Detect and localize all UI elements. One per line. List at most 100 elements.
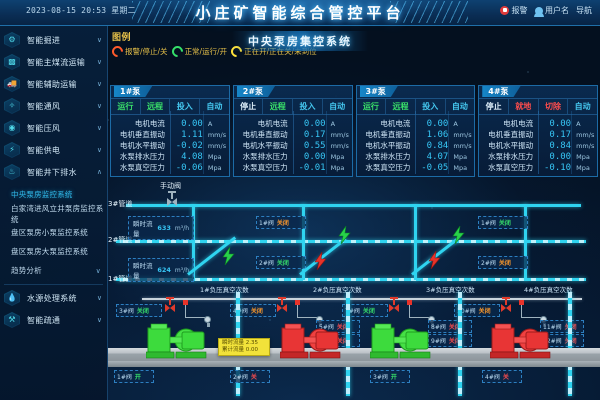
sidebar-item-4[interactable]: ◉ 智能压风 ∨ [0, 117, 107, 139]
sidebar-subitem-baijiawan[interactable]: 白家湾进风立井泵房监控系统 [0, 204, 107, 224]
valve-tag-value: 关 [250, 374, 257, 381]
sidebar-item-water-treatment[interactable]: 💧 水源处理系统 ∨ [0, 287, 107, 309]
flow-note-box: 瞬时流量 2.35 累计流量 0.00 [218, 338, 270, 356]
pump-control-mode[interactable]: 远程 [141, 99, 171, 114]
valve-tag-label: 3#阀 [373, 374, 388, 381]
valve-stem-icon [171, 193, 173, 199]
bottom-valve-tag-4[interactable]: 4#阀 关 [482, 370, 522, 383]
bottom-valve-tag-2[interactable]: 2#阀 关 [230, 370, 270, 383]
bottom-valve-tag-1[interactable]: 1#阀 开 [114, 370, 154, 383]
pump-auto-status[interactable]: 自动 [451, 102, 468, 111]
chevron-down-icon: ∨ [96, 102, 102, 110]
sidebar-item-2[interactable]: 🚚 智能辅助运输 ∨ [0, 73, 107, 95]
sidebar-subitem-trend-analysis[interactable]: 趋势分析 ∨ [0, 261, 107, 280]
sidebar-item-3[interactable]: ✧ 智能通风 ∨ [0, 95, 107, 117]
alarm-button[interactable]: 报警 [500, 5, 528, 16]
reading-value: 0.17 [549, 129, 572, 140]
panel-divider [415, 111, 417, 174]
stop-valve-2-icon[interactable] [295, 300, 300, 305]
pump-run-status[interactable]: 停止 [234, 99, 264, 114]
reading-label: 水泵排水压力 [365, 152, 411, 161]
chevron-down-icon: ∨ [96, 146, 102, 154]
reading-label: 电机垂直振动 [365, 130, 411, 139]
legend-label-normal: 正常/运行/开 [184, 47, 228, 56]
pump-input-status[interactable]: 投入 [170, 99, 201, 114]
valve-tag-label: 1#阀 [481, 220, 496, 227]
nav-button[interactable]: 导航 [576, 5, 592, 16]
pump-input-status[interactable]: 切除 [539, 99, 569, 114]
page-title: 中央泵房集控系统 [232, 31, 368, 51]
flow-meter-2: 瞬时流量 624 m³/h [128, 258, 194, 282]
sidebar-item-label: 智能井下排水 [27, 167, 77, 177]
pump-auto-status[interactable]: 自动 [329, 102, 346, 111]
stop-valve-1-icon[interactable] [183, 300, 188, 305]
app-header: 2023-08-15 20:53 星期二 小庄矿智能综合管控平台 报警 用户名 … [0, 0, 600, 26]
user-menu[interactable]: 用户名 [533, 5, 569, 17]
sidebar-subitem-large-pump[interactable]: 盘区泵房大泵监控系统 [0, 242, 107, 261]
valve-tag-value: 关闭 [478, 308, 491, 315]
pump-auto-status[interactable]: 自动 [574, 102, 591, 111]
flow-value: 624 [157, 266, 171, 274]
reading-label: 电机电流 [503, 119, 534, 128]
reading-unit: A [576, 119, 581, 128]
valve-tag-3[interactable]: 1#阀 关闭 [478, 216, 528, 229]
chevron-down-icon: ∨ [96, 80, 102, 88]
pump-run-status[interactable]: 运行 [357, 99, 387, 114]
sidebar-item-5[interactable]: ⚡ 智能供电 ∨ [0, 139, 107, 161]
flow-meter-1: 瞬时流量 633 m³/h [128, 216, 194, 240]
sidebar-item-smart-dredge[interactable]: ⚒ 智能疏通 ∨ [0, 309, 107, 331]
reading-unit: Mpa [330, 152, 345, 161]
chevron-down-icon: ∨ [96, 58, 102, 66]
pump-panel-4: 4#泵 停止 就地 切除 自动 电机电流 0.00 A 电机垂直振动 0.17 mm/s… [478, 85, 598, 177]
power-icon: ⚡ [4, 142, 20, 158]
reading-label: 水泵真空压力 [242, 163, 288, 172]
bottom-valve-tag-3[interactable]: 3#阀 开 [370, 370, 410, 383]
valve-tag-11[interactable]: 9#阀 关闭 [428, 334, 472, 347]
pump-control-mode[interactable]: 远程 [263, 99, 294, 114]
valve-tag-5[interactable]: 3#阀 关闭 [116, 304, 162, 317]
reading-value: 0.00 [303, 151, 326, 162]
valve-tag-label: 2#阀 [481, 260, 496, 267]
pump-run-status[interactable]: 运行 [111, 99, 141, 114]
valve-tag-label: 4#阀 [485, 374, 500, 381]
reading-label: 电机水平振动 [119, 141, 165, 150]
pump-input-status[interactable]: 投入 [293, 99, 323, 114]
valve-tag-label: 8#阀 [431, 324, 446, 331]
reading-label: 水泵真空压力 [488, 163, 534, 172]
valve-tag-label: 1#阀 [117, 374, 132, 381]
stop-valve-3-icon[interactable] [407, 300, 412, 305]
sidebar-item-1[interactable]: ▩ 智能主煤流运输 ∨ [0, 51, 107, 73]
pump-control-mode[interactable]: 就地 [509, 99, 539, 114]
sidebar-item-6[interactable]: ♨ 智能井下排水 ∧ [0, 161, 107, 183]
pump-auto-status[interactable]: 自动 [206, 102, 223, 111]
stop-valve-4-icon[interactable] [519, 300, 524, 305]
pump-panels: 1#泵 运行 远程 投入 自动 电机电流 0.00 A 电机垂直振动 1.11 mm/s… [110, 85, 598, 177]
pump-input-status[interactable]: 投入 [416, 99, 446, 114]
valve-tag-4[interactable]: 2#阀 关闭 [478, 256, 528, 269]
pump-unit-2[interactable] [279, 320, 342, 363]
pump-unit-3[interactable] [369, 320, 432, 363]
pump-unit-4[interactable] [489, 320, 552, 363]
chevron-down-icon: ∨ [95, 266, 101, 275]
sidebar-item-0[interactable]: ⚙ 智能掘进 ∨ [0, 29, 107, 51]
valve-tag-1[interactable]: 1#阀 关闭 [256, 216, 306, 229]
sidebar-subitem-central-pump[interactable]: 中央泵房监控系统 [0, 185, 107, 204]
chevron-down-icon: ∨ [96, 36, 102, 44]
sidebar-divider [4, 284, 103, 285]
sidebar-subitem-small-pump[interactable]: 盘区泵房小泵监控系统 [0, 223, 107, 242]
valve-tag-2[interactable]: 2#阀 关闭 [256, 256, 306, 269]
pump-room-mimic-diagram: 3#管道 2#管道 1#管道 手动阀 瞬时流量 633 m³/h 瞬时流量 62… [108, 178, 600, 400]
valve-tag-10[interactable]: 8#阀 关闭 [428, 320, 472, 333]
reading-label: 电机水平振动 [488, 141, 534, 150]
reading-value: 0.00 [549, 118, 572, 129]
sidebar-subitem-label: 中央泵房监控系统 [11, 190, 73, 199]
pump-control-mode[interactable]: 远程 [386, 99, 416, 114]
legend-label-alarm: 报警/停止/关 [125, 47, 168, 56]
reading-unit: A [207, 119, 213, 128]
pump-unit-1[interactable] [145, 320, 208, 363]
note-line-2: 累计流量 0.00 [222, 346, 258, 353]
pump-run-status[interactable]: 停止 [479, 99, 509, 114]
reading-unit: Mpa [330, 163, 345, 172]
valve-tag-value: 关闭 [498, 260, 511, 267]
